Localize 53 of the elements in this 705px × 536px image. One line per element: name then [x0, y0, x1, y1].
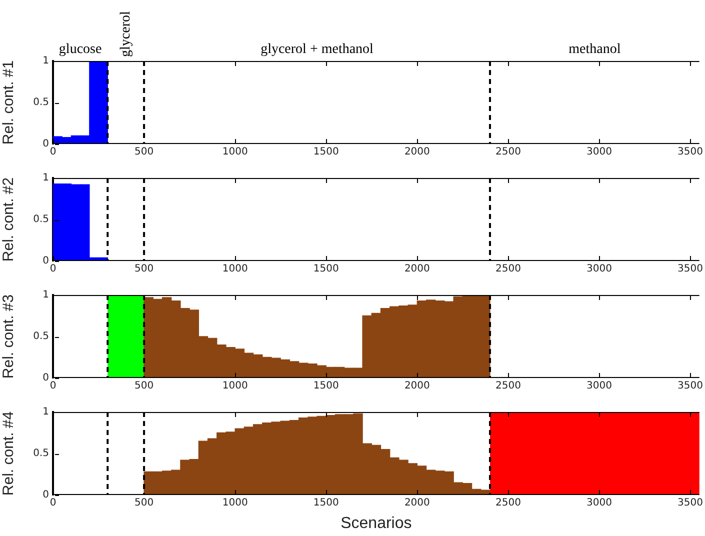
- x-tick-label: 3000: [586, 498, 612, 509]
- y-axis-title: Rel. cont. #4: [0, 411, 18, 496]
- y-tick-label: 0: [42, 490, 49, 501]
- y-tick-label: 0.5: [33, 448, 49, 460]
- y-axis-title: Rel. cont. #1: [0, 60, 18, 145]
- x-tick-label: 1500: [313, 498, 339, 509]
- text: methanol: [568, 42, 621, 57]
- x-tick-label: 3500: [678, 380, 703, 392]
- x-tick-label: 1500: [313, 380, 339, 392]
- y-tick-label: 0.5: [33, 214, 49, 226]
- y-tick-label: 0: [42, 256, 49, 267]
- x-tick-label: 3500: [678, 264, 703, 275]
- x-axis-title: Scenarios: [340, 514, 412, 532]
- y-tick-label: 1: [42, 56, 49, 67]
- y-tick-label: 0.5: [33, 331, 49, 342]
- y-tick-label: 0: [42, 372, 49, 384]
- y-tick-label: 0.5: [33, 97, 49, 108]
- x-tick-label: 0: [50, 146, 56, 158]
- x-tick-label: 0: [50, 264, 56, 275]
- x-tick-label: 2500: [495, 146, 521, 158]
- x-tick-label: 1000: [222, 146, 248, 158]
- x-tick-label: 3500: [678, 498, 703, 509]
- y-tick-label: 1: [42, 290, 49, 301]
- text: glycerol + methanol: [260, 42, 374, 57]
- x-tick-label: 2000: [404, 146, 430, 158]
- x-tick-label: 2000: [404, 380, 430, 392]
- y-tick-label: 1: [42, 172, 49, 184]
- text: glycerol: [118, 11, 134, 57]
- x-tick-label: 3000: [586, 380, 612, 392]
- x-tick-label: 1000: [222, 264, 248, 275]
- x-tick-label: 2000: [404, 498, 430, 509]
- x-tick-label: 3000: [586, 146, 612, 158]
- x-tick-label: 2500: [495, 380, 521, 392]
- x-tick-label: 3500: [678, 146, 703, 158]
- x-tick-label: 1500: [313, 264, 339, 275]
- x-tick-label: 0: [50, 498, 56, 509]
- x-tick-label: 2500: [495, 498, 521, 509]
- x-tick-label: 500: [134, 264, 154, 275]
- text: glucose: [58, 42, 102, 57]
- y-tick-label: 0: [42, 138, 49, 150]
- y-axis-title: Rel. cont. #2: [0, 177, 18, 262]
- y-tick-label: 1: [42, 406, 49, 418]
- x-tick-label: 2000: [404, 264, 430, 275]
- x-tick-label: 500: [134, 146, 154, 158]
- x-tick-label: 500: [134, 380, 154, 392]
- x-tick-label: 1500: [313, 146, 339, 158]
- x-tick-label: 0: [50, 380, 56, 392]
- x-tick-label: 3000: [586, 264, 612, 275]
- x-tick-label: 2500: [495, 264, 521, 275]
- x-tick-label: 1000: [222, 380, 248, 392]
- y-axis-title: Rel. cont. #3: [0, 294, 18, 379]
- x-tick-label: 1000: [222, 498, 248, 509]
- x-tick-label: 500: [134, 498, 154, 509]
